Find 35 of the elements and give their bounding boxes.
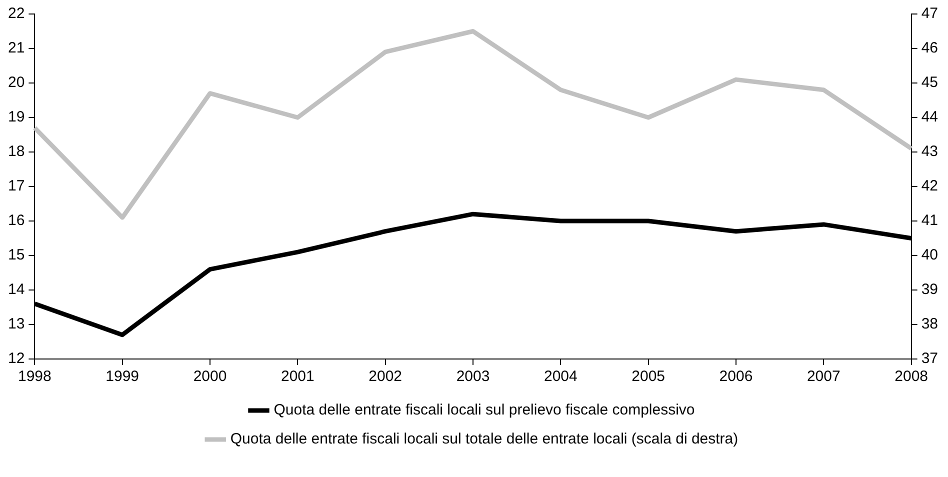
x-tick-label: 2007 bbox=[806, 368, 840, 386]
y-tick-label: 21 bbox=[8, 40, 25, 57]
x-tick-label: 1998 bbox=[18, 368, 52, 386]
x-tick-label: 2001 bbox=[280, 368, 314, 386]
x-tick-label: 2002 bbox=[368, 368, 402, 386]
x-tick-label: 2000 bbox=[193, 368, 227, 386]
y2-tick-label: 42 bbox=[921, 178, 938, 195]
y-tick-label: 19 bbox=[8, 108, 25, 126]
y-tick-label: 13 bbox=[8, 316, 25, 333]
y-tick-label: 22 bbox=[8, 5, 25, 22]
x-tick-label: 2005 bbox=[632, 368, 666, 386]
y2-tick-label: 46 bbox=[921, 40, 938, 57]
y2-tick-label: 44 bbox=[921, 108, 938, 126]
legend-label: Quota delle entrate fiscali locali sul totale delle entrate locali (scala di destra) bbox=[230, 430, 738, 448]
y-tick-label: 14 bbox=[8, 281, 25, 298]
y2-tick-label: 41 bbox=[921, 212, 938, 230]
y2-tick-label: 38 bbox=[921, 316, 938, 333]
y2-tick-label: 45 bbox=[921, 74, 938, 92]
y-tick-label: 20 bbox=[8, 74, 25, 92]
y2-tick-label: 37 bbox=[921, 350, 938, 368]
x-tick-label: 2004 bbox=[544, 368, 578, 386]
y2-tick-label: 43 bbox=[921, 143, 938, 160]
y2-tick-label: 39 bbox=[921, 281, 938, 298]
y-tick-label: 18 bbox=[8, 143, 25, 160]
x-tick-label: 2008 bbox=[894, 368, 928, 386]
y-tick-label: 16 bbox=[8, 212, 25, 230]
legend-label: Quota delle entrate fiscali locali sul prelievo fiscale complessivo bbox=[274, 402, 695, 419]
y2-tick-label: 40 bbox=[921, 246, 938, 264]
x-tick-label: 1999 bbox=[106, 368, 140, 386]
x-tick-label: 2003 bbox=[456, 368, 490, 386]
y2-tick-label: 47 bbox=[921, 5, 938, 22]
y-tick-label: 15 bbox=[8, 246, 25, 264]
x-tick-label: 2006 bbox=[719, 368, 753, 386]
y-tick-label: 17 bbox=[8, 178, 25, 195]
y-tick-label: 12 bbox=[8, 350, 25, 368]
